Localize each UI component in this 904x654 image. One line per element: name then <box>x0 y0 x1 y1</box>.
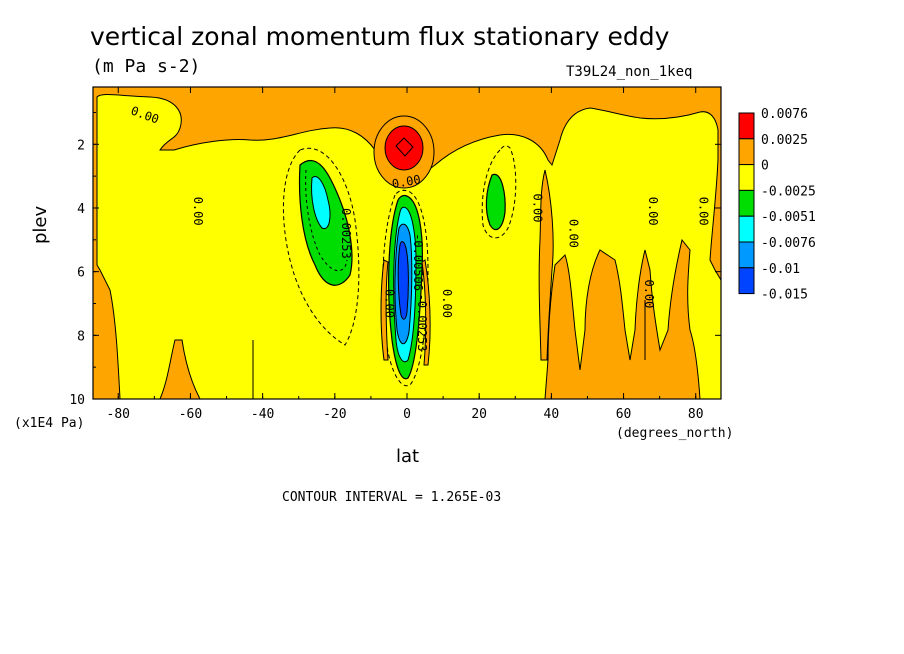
legend-level-label: 0 <box>761 159 769 174</box>
chart-units: (m Pa s-2) <box>92 56 201 77</box>
legend-level-label: 0.0025 <box>761 133 808 148</box>
legend-swatch <box>738 189 755 217</box>
color-legend: 0.0076 0.0025 0 -0.0025 -0.0051 -0.0076 -0.01 -… <box>738 107 816 303</box>
contour-south-dashed-outer <box>283 147 360 346</box>
legend-level-label: -0.0025 <box>761 184 816 199</box>
x-tick-label: 60 <box>616 407 632 422</box>
contour-label: 0.00 <box>391 172 422 191</box>
contour-label: 0.00 <box>696 197 710 226</box>
y-tick-label: 2 <box>77 138 85 153</box>
contour-label: -0.00253 <box>415 294 429 352</box>
contour-label: -0.00506 <box>411 233 425 291</box>
x-tick-label: -80 <box>107 407 130 422</box>
contour-label: 0.00 <box>440 289 454 318</box>
y-tick-label: 10 <box>69 393 85 408</box>
legend-swatch <box>738 112 755 140</box>
region-orange-north <box>538 169 554 361</box>
x-tick-label: -60 <box>179 407 202 422</box>
contour-south-dashed-inner <box>305 169 348 272</box>
contour-label: 0.00 <box>530 194 544 223</box>
contour-label: 0.00 <box>382 289 396 318</box>
x-tick-label: 20 <box>471 407 487 422</box>
x-axis-ticks: -80 -60 -40 -20 0 20 40 60 80 <box>107 87 704 422</box>
x-axis-label: lat <box>396 446 420 467</box>
legend-level-label: -0.015 <box>761 288 808 303</box>
contour-label: 0.00253 <box>339 208 353 259</box>
x-tick-label: 80 <box>688 407 704 422</box>
contour-label: 0.00 <box>646 197 660 226</box>
contour-label: 0.00 <box>191 197 205 226</box>
legend-level-label: 0.0076 <box>761 107 808 122</box>
run-id-label: T39L24_non_1keq <box>566 64 693 80</box>
region-orange-equator-right <box>421 259 431 366</box>
x-tick-label: -20 <box>323 407 346 422</box>
y-tick-label: 6 <box>77 266 85 281</box>
region-orange-equator-left <box>380 259 389 361</box>
legend-swatch <box>738 138 755 166</box>
legend-swatch <box>738 241 755 269</box>
y-axis-unit: (x1E4 Pa) <box>14 416 85 431</box>
contour-label: 0.00 <box>566 219 580 248</box>
legend-swatch <box>738 164 755 191</box>
x-tick-label: 40 <box>544 407 560 422</box>
y-tick-label: 4 <box>77 202 85 217</box>
contour-interval-text: CONTOUR INTERVAL = 1.265E-03 <box>282 490 502 505</box>
x-tick-label: -40 <box>251 407 274 422</box>
legend-level-label: -0.0076 <box>761 236 816 251</box>
y-axis-ticks: 2 4 6 8 10 <box>69 111 721 408</box>
contour-north-dashed-outer <box>481 145 517 239</box>
contour-labels: 0.00 0.00 0.00253 0.00 0.00 -0.00506 -0.00253 0… <box>129 104 710 352</box>
x-axis-unit: (degrees_north) <box>616 426 734 441</box>
y-tick-label: 8 <box>77 329 85 344</box>
region-darkblue-equator <box>397 241 409 320</box>
region-cyan-south <box>311 176 331 230</box>
max-inner-contour <box>395 137 414 157</box>
region-green-north <box>485 173 506 231</box>
chart-title: vertical zonal momentum flux stationary … <box>90 22 670 51</box>
legend-swatch <box>738 267 755 295</box>
legend-level-label: -0.0051 <box>761 210 816 225</box>
plot-area <box>93 87 721 399</box>
x-tick-label: 0 <box>403 407 411 422</box>
region-red-max <box>384 125 424 171</box>
legend-swatch <box>738 215 755 243</box>
legend-level-label: -0.01 <box>761 262 800 277</box>
contour-label: 0.00 <box>642 279 656 308</box>
